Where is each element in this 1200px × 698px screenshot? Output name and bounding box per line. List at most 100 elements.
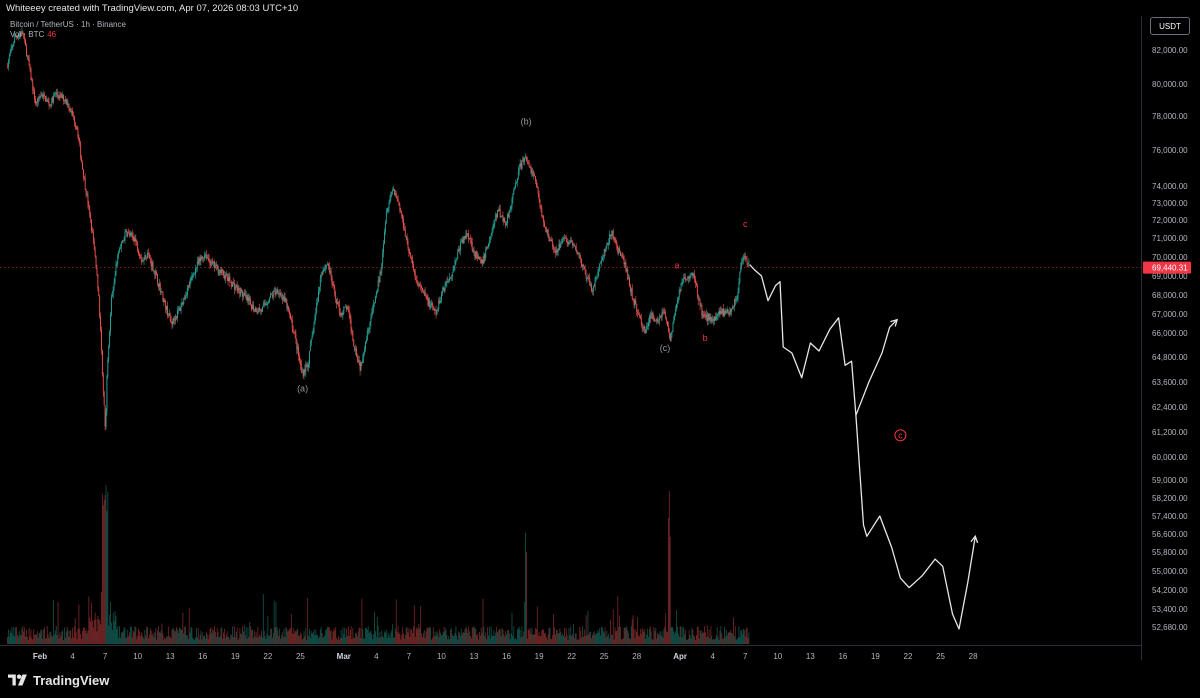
candle <box>412 255 413 268</box>
time-tick-label: 7 <box>743 652 748 661</box>
volume-bar <box>16 634 18 644</box>
candle <box>486 246 488 251</box>
price-axis[interactable]: 82,000.0080,000.0078,000.0076,000.0074,0… <box>1141 16 1189 660</box>
candle <box>35 100 37 107</box>
volume-bar <box>101 493 103 644</box>
candle <box>647 322 649 330</box>
projection-path-secondary[interactable] <box>855 415 976 630</box>
candle <box>123 236 125 241</box>
time-axis[interactable]: Feb 4 7 10 13 16 19 22 25 Mar 4 7 10 13 16 19 22 25 28 Apr 4… <box>0 645 1141 662</box>
volume-bar <box>601 626 602 644</box>
volume-bar <box>402 627 404 644</box>
candle <box>616 240 618 251</box>
candle <box>541 204 543 218</box>
volume-bar <box>369 631 371 644</box>
volume-bar <box>262 594 264 644</box>
candle <box>676 296 678 308</box>
candle <box>155 268 157 280</box>
wave-label: b <box>703 333 708 343</box>
volume-bar <box>190 626 192 644</box>
volume-bar <box>9 630 11 644</box>
tradingview-brand[interactable]: TradingView <box>8 672 109 688</box>
volume-bar <box>375 637 377 644</box>
candle <box>620 252 622 258</box>
candle <box>16 34 17 40</box>
volume-bar <box>577 638 579 644</box>
candle <box>468 229 470 243</box>
candle <box>608 238 610 250</box>
symbol-legend[interactable]: Bitcoin / TetherUS · 1h · Binance <box>10 20 126 29</box>
candle <box>558 239 560 251</box>
candle <box>160 288 162 296</box>
candle <box>282 294 284 302</box>
candle <box>261 308 262 315</box>
candle <box>159 281 161 295</box>
volume-bar <box>447 639 449 644</box>
volume-bar <box>51 635 53 644</box>
volume-bar <box>325 630 327 644</box>
wave-label-circle <box>894 429 907 442</box>
volume-bar <box>625 627 627 644</box>
candle <box>689 272 691 282</box>
candle <box>203 256 205 263</box>
candle <box>32 78 34 95</box>
volume-bar <box>99 619 101 644</box>
volume-bar <box>100 624 102 644</box>
candle <box>592 285 594 296</box>
volume-bar <box>469 631 470 644</box>
volume-bar <box>729 632 731 644</box>
candle <box>326 264 328 270</box>
candle <box>535 179 537 189</box>
volume-bar <box>148 634 150 644</box>
candle <box>76 125 78 131</box>
candle <box>399 202 401 214</box>
time-tick-label: 16 <box>838 652 847 661</box>
projection-path-primary[interactable] <box>749 264 898 416</box>
candle <box>34 87 36 104</box>
volume-bar <box>700 629 702 644</box>
candle <box>522 155 524 162</box>
candle <box>166 305 168 315</box>
volume-bar <box>321 633 323 644</box>
volume-bar <box>215 636 217 644</box>
volume-bar <box>526 638 528 644</box>
candle <box>240 287 242 297</box>
volume-bar <box>90 621 92 644</box>
candle <box>537 186 539 198</box>
candle <box>615 237 617 246</box>
candle <box>18 31 20 40</box>
candle <box>337 300 339 307</box>
volume-bar <box>549 627 551 644</box>
candle <box>460 238 462 243</box>
candle <box>556 248 558 256</box>
candle <box>660 314 662 321</box>
candle <box>603 248 605 260</box>
tradingview-logo-icon <box>8 674 27 686</box>
volume-bar <box>501 628 503 644</box>
volume-bar <box>602 630 604 644</box>
volume-bar <box>11 627 13 644</box>
volume-bar <box>186 634 187 644</box>
volume-bar <box>570 626 572 644</box>
volume-bar <box>91 620 93 644</box>
volume-bar <box>603 632 605 644</box>
candle <box>305 360 307 377</box>
candle <box>626 268 628 273</box>
candle <box>717 311 719 320</box>
volume-bar <box>256 637 258 644</box>
currency-button[interactable]: USDT <box>1150 17 1190 35</box>
volume-bar <box>594 635 596 644</box>
candle <box>253 308 255 313</box>
candle <box>94 246 96 258</box>
volume-legend[interactable]: Vol · BTC 46 <box>10 30 56 39</box>
volume-bar <box>649 626 651 644</box>
volume-bar <box>342 627 344 644</box>
symbol-title: Bitcoin / TetherUS · 1h · Binance <box>10 20 126 29</box>
candle <box>745 256 747 260</box>
projection-drawing[interactable] <box>749 264 979 630</box>
volume-bar <box>702 631 704 644</box>
volume-bar <box>25 636 26 644</box>
volume-bar <box>726 635 728 644</box>
candle <box>709 313 711 324</box>
